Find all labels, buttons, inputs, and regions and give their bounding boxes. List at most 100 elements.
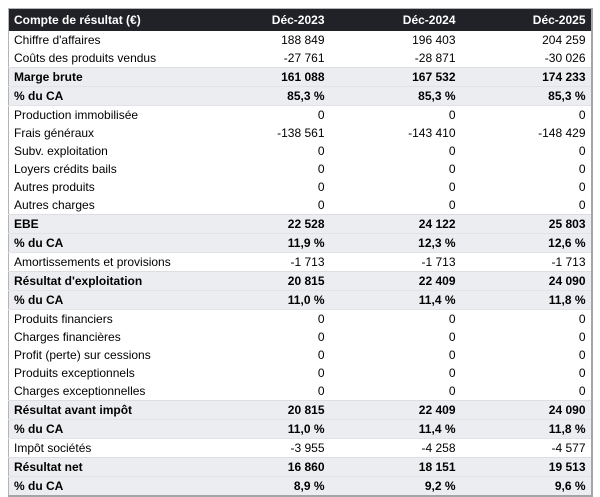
cell-value: 0 — [460, 328, 592, 346]
cell-value: 0 — [198, 178, 330, 196]
cell-value: 0 — [460, 382, 592, 401]
cell-value: 0 — [329, 160, 461, 178]
cell-value: 0 — [198, 382, 330, 401]
cell-value: -4 577 — [460, 438, 592, 458]
cell-value: 0 — [198, 160, 330, 178]
row-label: % du CA — [8, 86, 199, 106]
row-label: Chiffre d'affaires — [8, 31, 199, 49]
table-row: % du CA 85,3 % 85,3 % 85,3 % — [8, 86, 592, 106]
cell-value: 0 — [329, 142, 461, 160]
cell-value: 0 — [460, 346, 592, 364]
table-row: Amortissements et provisions -1 713 -1 713… — [8, 252, 592, 272]
cell-value: 24 090 — [460, 271, 592, 291]
cell-value: 85,3 % — [198, 86, 330, 106]
table-row: % du CA 11,0 % 11,4 % 11,8 % — [8, 419, 592, 439]
row-label: % du CA — [8, 233, 199, 253]
cell-value: 0 — [460, 160, 592, 178]
row-label: % du CA — [8, 290, 199, 310]
cell-value: 22 409 — [329, 400, 461, 420]
cell-value: 25 803 — [460, 214, 592, 234]
cell-value: 8,9 % — [198, 476, 330, 497]
cell-value: 22 409 — [329, 271, 461, 291]
row-label: Résultat avant impôt — [8, 400, 199, 420]
cell-value: 0 — [460, 309, 592, 328]
cell-value: 0 — [198, 346, 330, 364]
column-header-dec-2023: Déc-2023 — [198, 8, 330, 31]
cell-value: 161 088 — [198, 67, 330, 87]
cell-value: -148 429 — [460, 124, 592, 142]
cell-value: 11,4 % — [329, 419, 461, 439]
cell-value: 20 815 — [198, 400, 330, 420]
table-row: % du CA 11,9 % 12,3 % 12,6 % — [8, 233, 592, 253]
table-body: Chiffre d'affaires 188 849 196 403 204 259 C… — [8, 31, 592, 497]
cell-value: 16 860 — [198, 457, 330, 477]
table-row: EBE 22 528 24 122 25 803 — [8, 214, 592, 234]
cell-value: 0 — [329, 328, 461, 346]
table-row: Loyers crédits bails 0 0 0 — [8, 160, 592, 178]
cell-value: 167 532 — [329, 67, 461, 87]
cell-value: 0 — [329, 309, 461, 328]
cell-value: 18 151 — [329, 457, 461, 477]
cell-value: 0 — [460, 178, 592, 196]
table-row: Produits exceptionnels 0 0 0 — [8, 364, 592, 382]
cell-value: 85,3 % — [329, 86, 461, 106]
cell-value: 24 090 — [460, 400, 592, 420]
cell-value: -30 026 — [460, 49, 592, 68]
cell-value: 0 — [460, 364, 592, 382]
cell-value: 0 — [198, 328, 330, 346]
cell-value: 24 122 — [329, 214, 461, 234]
cell-value: 85,3 % — [460, 86, 592, 106]
row-label: Loyers crédits bails — [8, 160, 199, 178]
cell-value: 9,2 % — [329, 476, 461, 497]
cell-value: 22 528 — [198, 214, 330, 234]
cell-value: -138 561 — [198, 124, 330, 142]
cell-value: 11,9 % — [198, 233, 330, 253]
table-row: Coûts des produits vendus -27 761 -28 871-… — [8, 49, 592, 68]
row-label: Résultat d'exploitation — [8, 271, 199, 291]
row-label: Résultat net — [8, 457, 199, 477]
table-row: Profit (perte) sur cessions 0 0 0 — [8, 346, 592, 364]
table-row: Produits financiers 0 0 0 — [8, 309, 592, 328]
row-label: Autres charges — [8, 196, 199, 215]
cell-value: 11,4 % — [329, 290, 461, 310]
cell-value: 0 — [198, 105, 330, 124]
table-row: Production immobilisée 0 0 0 — [8, 105, 592, 124]
row-label: Production immobilisée — [8, 105, 199, 124]
row-label: Marge brute — [8, 67, 199, 87]
row-label: Autres produits — [8, 178, 199, 196]
cell-value: 0 — [198, 309, 330, 328]
income-statement-table: Compte de résultat (€) Déc-2023 Déc-2024… — [8, 8, 593, 497]
table-row: Autres charges 0 0 0 — [8, 196, 592, 215]
cell-value: 0 — [329, 346, 461, 364]
table-row: Marge brute 161 088 167 532 174 233 — [8, 67, 592, 87]
cell-value: 0 — [329, 178, 461, 196]
cell-value: -1 713 — [198, 252, 330, 272]
cell-value: 20 815 — [198, 271, 330, 291]
table-row: % du CA 8,9 % 9,2 % 9,6 % — [8, 476, 592, 497]
cell-value: -28 871 — [329, 49, 461, 68]
table-row: Impôt sociétés -3 955 -4 258 -4 577 — [8, 438, 592, 458]
row-label: Produits financiers — [8, 309, 199, 328]
table-row: Résultat net 16 860 18 151 19 513 — [8, 457, 592, 477]
cell-value: -143 410 — [329, 124, 461, 142]
table-title: Compte de résultat (€) — [8, 8, 199, 31]
table-row: Chiffre d'affaires 188 849 196 403 204 259 — [8, 31, 592, 49]
row-label: Frais généraux — [8, 124, 199, 142]
row-label: Impôt sociétés — [8, 438, 199, 458]
cell-value: 12,6 % — [460, 233, 592, 253]
row-label: Amortissements et provisions — [8, 252, 199, 272]
cell-value: 0 — [329, 196, 461, 215]
cell-value: 11,0 % — [198, 419, 330, 439]
cell-value: 11,8 % — [460, 290, 592, 310]
cell-value: 12,3 % — [329, 233, 461, 253]
cell-value: 0 — [329, 105, 461, 124]
cell-value: 188 849 — [198, 31, 330, 49]
cell-value: 0 — [460, 105, 592, 124]
row-label: % du CA — [8, 419, 199, 439]
row-label: Profit (perte) sur cessions — [8, 346, 199, 364]
cell-value: 0 — [198, 196, 330, 215]
row-label: % du CA — [8, 476, 199, 497]
cell-value: 9,6 % — [460, 476, 592, 497]
row-label: Charges exceptionnelles — [8, 382, 199, 401]
